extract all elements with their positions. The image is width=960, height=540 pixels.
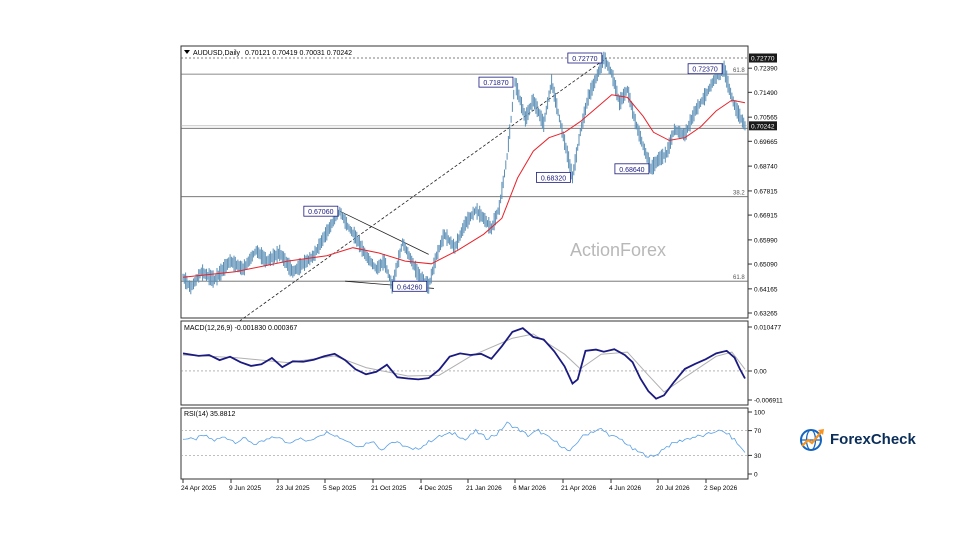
globe-chart-icon	[800, 429, 824, 451]
x-tick-label: 9 Jun 2025	[229, 485, 262, 492]
price-level-lines: 61.8 38.2 61.8	[181, 57, 748, 282]
y-tick-label: -0.006911	[754, 398, 783, 405]
price-annotation-label: 0.72370	[692, 67, 717, 74]
price-annotation-label: 0.72770	[572, 56, 597, 63]
fib-level-label: 61.8	[733, 68, 745, 74]
y-tick-label: 0.65090	[754, 262, 778, 269]
price-annotation-label: 0.68640	[619, 167, 644, 174]
trendline	[235, 57, 607, 325]
y-tick-label: 0.00	[754, 368, 767, 375]
x-tick-label: 4 Jun 2026	[609, 485, 642, 492]
y-tick-label: 0.63265	[754, 311, 778, 318]
x-tick-label: 5 Sep 2025	[323, 485, 357, 492]
macd-pane	[180, 320, 749, 406]
x-tick-label: 23 Jul 2025	[276, 485, 310, 492]
logo-text: ForexCheck	[830, 430, 916, 448]
watermark: ActionForex	[570, 240, 666, 260]
x-tick-label: 4 Dec 2025	[419, 485, 453, 492]
y-tick-label: 100	[754, 410, 765, 417]
rsi-series	[182, 421, 746, 458]
price-annotation-label: 0.68320	[541, 175, 566, 182]
fib-level-label: 38.2	[733, 191, 745, 197]
rsi-y-axis: 100 70 30 0	[748, 410, 765, 479]
price-annotation-box	[687, 63, 723, 75]
macd-title: MACD(12,26,9) -0.001830 0.000367	[184, 325, 297, 332]
y-tick-label: 0.65990	[754, 237, 778, 244]
fib-level-label: 61.8	[733, 275, 745, 281]
rsi-level-lines	[181, 430, 748, 456]
x-tick-label: 21 Jan 2026	[466, 485, 502, 492]
y-tick-label: 0	[754, 472, 758, 479]
price-annotations: 0.72770 0.71870 0.72370 0.67060 0.68320 0.686…	[303, 52, 723, 292]
current-price-tag	[749, 121, 777, 131]
macd-series	[182, 327, 746, 400]
price-annotation-label: 0.67060	[308, 209, 333, 216]
x-tick-label: 6 Mar 2026	[513, 485, 546, 492]
y-tick-label: 0.71490	[754, 90, 778, 97]
x-axis: 24 Apr 2025 9 Jun 2025 23 Jul 2025 5 Sep 20…	[181, 479, 738, 492]
y-tick-label: 0.010477	[754, 325, 781, 332]
x-tick-label: 20 Jul 2026	[656, 485, 690, 492]
moving-average-series	[182, 94, 746, 278]
dropdown-triangle-icon[interactable]	[184, 50, 190, 54]
rsi-pane	[180, 407, 749, 480]
rsi-line	[182, 421, 746, 458]
symbol-label: AUDUSD,Daily	[193, 50, 241, 57]
y-tick-label: 30	[754, 453, 762, 460]
x-tick-label: 2 Sep 2026	[704, 485, 738, 492]
current-price-label: 0.70242	[751, 123, 775, 130]
price-annotation-box	[614, 163, 650, 175]
x-tick-label: 24 Apr 2025	[181, 485, 216, 492]
chart-header: AUDUSD,Daily 0.70121 0.70419 0.70031 0.7…	[184, 50, 352, 57]
y-tick-label: 0.66915	[754, 213, 778, 220]
y-tick-label: 0.69665	[754, 139, 778, 146]
price-annotation-label: 0.64260	[397, 284, 422, 291]
macd-y-axis: 0.010477 0.00 -0.006911	[748, 325, 783, 405]
price-annotation-box	[392, 280, 428, 292]
price-annotation-box	[536, 171, 571, 183]
top-price-tag	[749, 53, 777, 63]
ma-line	[182, 94, 746, 278]
y-tick-label: 0.70565	[754, 115, 778, 122]
quote-label: 0.70121 0.70419 0.70031 0.70242	[245, 50, 352, 57]
x-tick-label: 21 Apr 2026	[561, 485, 596, 492]
y-tick-label: 70	[754, 428, 762, 435]
trendline	[339, 210, 429, 255]
y-tick-label: 0.72390	[754, 66, 778, 73]
y-tick-label: 0.67815	[754, 188, 778, 195]
top-price-label: 0.72770	[751, 56, 775, 63]
price-annotation-box	[567, 52, 603, 64]
forexcheck-logo: ForexCheck	[798, 424, 928, 454]
x-tick-label: 21 Oct 2025	[371, 485, 407, 492]
y-tick-label: 0.68740	[754, 164, 778, 171]
price-annotation-box	[303, 205, 339, 217]
price-y-axis: 0.72390 0.71490 0.70565 0.69665 0.68740 0.678…	[748, 53, 778, 318]
rsi-title: RSI(14) 35.8812	[184, 411, 235, 418]
y-tick-label: 0.64165	[754, 286, 778, 293]
price-pane	[180, 45, 749, 319]
macd-line	[182, 327, 746, 400]
price-annotation-label: 0.71870	[483, 80, 508, 87]
price-annotation-box	[478, 76, 514, 88]
